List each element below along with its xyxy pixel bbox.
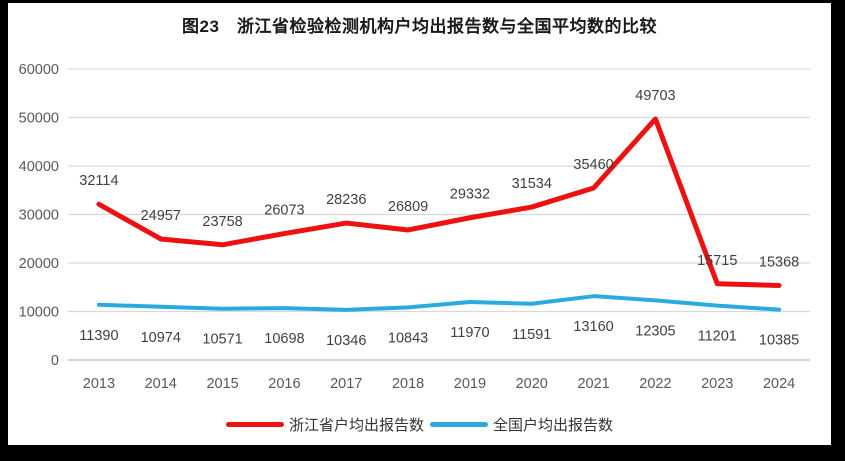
svg-text:2023: 2023	[701, 376, 733, 392]
svg-text:30000: 30000	[19, 208, 59, 224]
svg-text:50000: 50000	[19, 111, 59, 127]
frame-right-border	[831, 0, 845, 461]
svg-text:2022: 2022	[639, 376, 671, 392]
svg-text:10843: 10843	[388, 330, 428, 346]
legend-swatch-red-line	[225, 421, 284, 427]
svg-text:2019: 2019	[454, 376, 486, 392]
legend-item-national: 全国户均出报告数	[430, 414, 613, 435]
svg-text:32114: 32114	[79, 173, 118, 189]
svg-text:26809: 26809	[388, 199, 428, 215]
svg-text:2017: 2017	[330, 376, 362, 392]
svg-text:49703: 49703	[635, 88, 675, 104]
svg-text:10385: 10385	[759, 333, 799, 349]
svg-text:31534: 31534	[512, 176, 552, 192]
svg-text:10571: 10571	[202, 332, 242, 348]
svg-text:20000: 20000	[19, 256, 59, 272]
chart-title: 图23 浙江省检验检测机构户均出报告数与全国平均数的比较	[182, 17, 657, 36]
svg-text:2020: 2020	[516, 376, 548, 392]
legend-label-national: 全国户均出报告数	[493, 416, 614, 434]
svg-text:60000: 60000	[19, 62, 59, 78]
svg-text:40000: 40000	[19, 159, 59, 175]
frame-top-border	[0, 0, 845, 3]
svg-text:11970: 11970	[450, 325, 489, 341]
svg-text:10698: 10698	[264, 331, 304, 347]
svg-text:10346: 10346	[326, 333, 366, 349]
svg-text:11591: 11591	[512, 327, 551, 343]
svg-text:26073: 26073	[264, 203, 304, 219]
svg-text:10974: 10974	[141, 330, 181, 346]
svg-text:29332: 29332	[450, 187, 490, 203]
legend-item-zhejiang: 浙江省户均出报告数	[225, 414, 424, 435]
legend-swatch-blue-line	[430, 421, 488, 427]
svg-text:35460: 35460	[573, 157, 613, 173]
svg-text:15368: 15368	[759, 254, 799, 270]
svg-text:2014: 2014	[145, 376, 177, 392]
svg-text:11201: 11201	[698, 329, 737, 345]
svg-text:0: 0	[51, 353, 59, 369]
svg-text:11390: 11390	[79, 328, 118, 344]
svg-text:2018: 2018	[392, 376, 424, 392]
svg-text:2013: 2013	[83, 376, 115, 392]
frame-left-border	[0, 0, 8, 461]
svg-text:28236: 28236	[326, 192, 366, 208]
svg-text:2024: 2024	[763, 376, 795, 392]
svg-text:10000: 10000	[19, 305, 59, 321]
frame-bottom-border	[0, 445, 845, 461]
chart-legend: 浙江省户均出报告数 全国户均出报告数	[8, 413, 831, 435]
svg-text:24957: 24957	[141, 208, 181, 224]
legend-label-zhejiang: 浙江省户均出报告数	[288, 416, 424, 434]
svg-text:2021: 2021	[577, 376, 609, 392]
svg-text:12305: 12305	[635, 323, 675, 339]
svg-text:13160: 13160	[573, 319, 613, 335]
svg-text:23758: 23758	[202, 214, 242, 230]
svg-text:15715: 15715	[697, 253, 737, 269]
svg-text:2016: 2016	[268, 376, 300, 392]
svg-text:2015: 2015	[206, 376, 238, 392]
